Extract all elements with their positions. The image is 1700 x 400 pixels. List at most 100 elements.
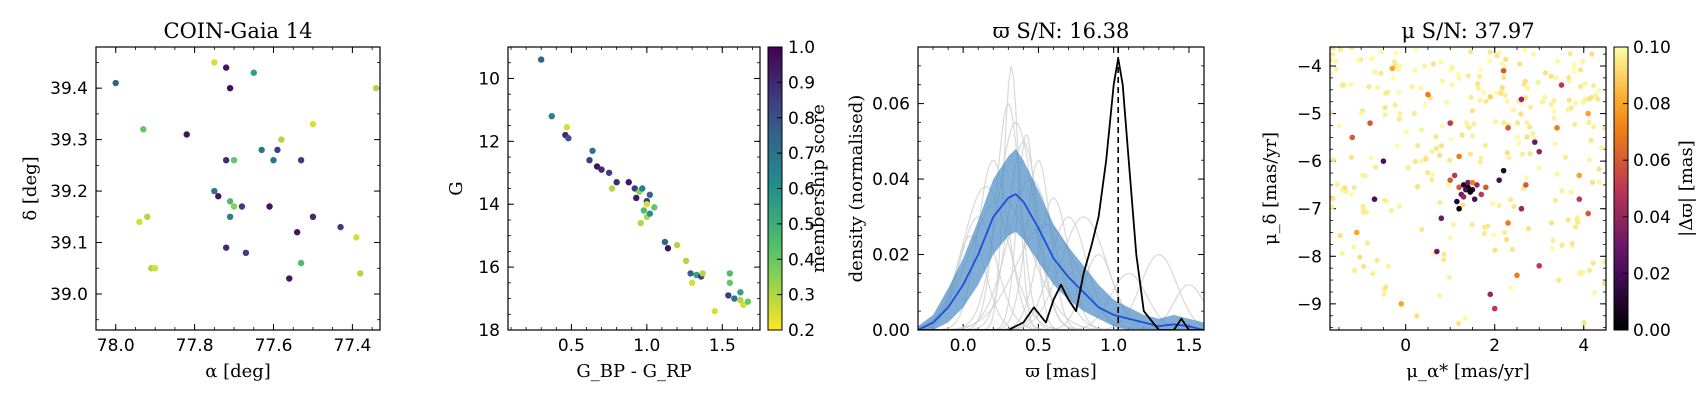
candidate-star-point xyxy=(1456,184,1462,191)
field-star-point xyxy=(1573,100,1579,106)
member-star-point xyxy=(337,223,344,231)
density-curves xyxy=(918,47,1204,330)
candidate-star-point xyxy=(1371,196,1378,203)
field-star-point xyxy=(1359,110,1365,116)
field-star-point xyxy=(1444,99,1450,105)
field-star-point xyxy=(1438,59,1444,65)
field-star-point xyxy=(1471,121,1477,127)
member-star-point xyxy=(565,134,572,142)
member-star-point xyxy=(699,270,706,277)
member-star-point xyxy=(586,157,593,164)
y-tick-label: 0.02 xyxy=(872,246,910,266)
sample-density-curve xyxy=(918,160,1204,330)
field-star-point xyxy=(1588,137,1594,144)
field-star-point xyxy=(1551,97,1557,104)
candidate-star-point xyxy=(1523,182,1529,188)
field-star-point xyxy=(1572,121,1578,128)
member-star-point xyxy=(258,146,265,154)
member-star-point xyxy=(731,295,738,302)
field-star-point xyxy=(1510,107,1517,113)
candidate-star-point xyxy=(1500,67,1507,74)
member-star-point xyxy=(250,69,257,76)
candidate-star-point xyxy=(1460,182,1467,188)
x-tick-label: 1.0 xyxy=(1100,336,1127,356)
field-star-point xyxy=(1425,169,1431,176)
field-star-point xyxy=(1429,177,1435,183)
field-star-point xyxy=(1504,150,1511,156)
field-star-point xyxy=(1525,85,1531,91)
x-axis-label: ϖ [mas] xyxy=(1025,361,1096,382)
field-star-point xyxy=(1381,291,1387,297)
field-star-point xyxy=(1580,269,1586,275)
y-tick-label: −5 xyxy=(1297,105,1322,125)
field-star-point xyxy=(1430,172,1436,178)
field-star-point xyxy=(1396,203,1402,209)
candidate-star-point xyxy=(1487,291,1494,298)
x-tick-label: 78.0 xyxy=(97,336,135,356)
member-star-point xyxy=(372,84,380,92)
panel-proper-motion: 0 2 4 −9 −8 −7 −6 −5 −4 μ S/N: 37.97 μ_α* [mas/yr]… xyxy=(1260,19,1697,382)
candidate-star-point xyxy=(1398,301,1405,307)
field-star-point xyxy=(1590,83,1596,89)
candidate-star-point xyxy=(1576,196,1583,203)
field-star-point xyxy=(1506,155,1512,161)
panel-title: COIN-Gaia 14 xyxy=(164,19,313,43)
field-star-point xyxy=(1382,197,1388,203)
x-tick-label: 4 xyxy=(1578,336,1589,356)
x-tick-label: 0.0 xyxy=(950,336,977,356)
field-star-point xyxy=(1551,115,1557,121)
field-star-point xyxy=(1530,130,1536,137)
field-star-point xyxy=(1553,74,1559,81)
field-star-point xyxy=(1422,63,1428,69)
field-star-point xyxy=(1396,116,1402,122)
field-star-point xyxy=(1348,154,1355,161)
field-star-point xyxy=(1383,90,1389,96)
x-tick-label: 0 xyxy=(1400,336,1411,356)
field-star-point xyxy=(1356,57,1362,64)
y-tick-label: 0.00 xyxy=(872,321,910,341)
field-star-point xyxy=(1566,97,1572,103)
candidate-star-point xyxy=(1536,262,1543,269)
field-star-point xyxy=(1586,157,1592,163)
field-star-point xyxy=(1601,280,1606,287)
field-star-point xyxy=(1487,49,1493,55)
member-star-point xyxy=(737,289,744,296)
y-axis-label: G xyxy=(446,181,467,195)
field-star-point xyxy=(1330,70,1334,77)
candidate-star-point xyxy=(1478,191,1485,198)
field-star-point xyxy=(1360,172,1366,178)
field-star-point xyxy=(1580,58,1586,64)
field-star-point xyxy=(1348,47,1355,51)
field-star-point xyxy=(1595,96,1601,102)
y-tick-label: 39.2 xyxy=(50,182,88,202)
field-star-point xyxy=(1330,157,1336,163)
member-star-point xyxy=(353,234,360,241)
panel-parallax-density: 0.0 0.5 1.0 1.5 0.00 0.02 0.04 0.06 ϖ S/N: 16.38… xyxy=(846,19,1205,382)
field-star-point xyxy=(1552,197,1559,203)
member-star-point xyxy=(737,296,744,304)
field-star-point xyxy=(1586,267,1593,273)
field-star-point xyxy=(1555,58,1561,64)
member-star-point xyxy=(687,270,694,277)
field-star-point xyxy=(1503,56,1509,62)
field-star-point xyxy=(1589,51,1595,57)
member-star-point xyxy=(211,187,218,195)
field-star-point xyxy=(1508,285,1514,291)
x-axis-label: G_BP - G_RP xyxy=(576,361,691,382)
field-star-point xyxy=(1449,82,1455,88)
field-star-point xyxy=(1550,238,1556,244)
candidate-star-point xyxy=(1585,110,1591,117)
member-star-point xyxy=(640,207,648,214)
field-star-point xyxy=(1586,96,1592,102)
field-star-point xyxy=(1337,232,1343,239)
field-star-point xyxy=(1390,75,1397,81)
field-star-point xyxy=(1571,69,1577,75)
candidate-star-point xyxy=(1496,177,1502,183)
colorbar-tick-label: 0.3 xyxy=(788,286,815,306)
sample-density-curve xyxy=(918,235,1204,330)
member-star-point xyxy=(136,218,143,226)
member-star-point xyxy=(613,179,620,186)
x-tick-label: 77.4 xyxy=(333,336,371,356)
x-tick-label: 0.5 xyxy=(1025,336,1052,356)
